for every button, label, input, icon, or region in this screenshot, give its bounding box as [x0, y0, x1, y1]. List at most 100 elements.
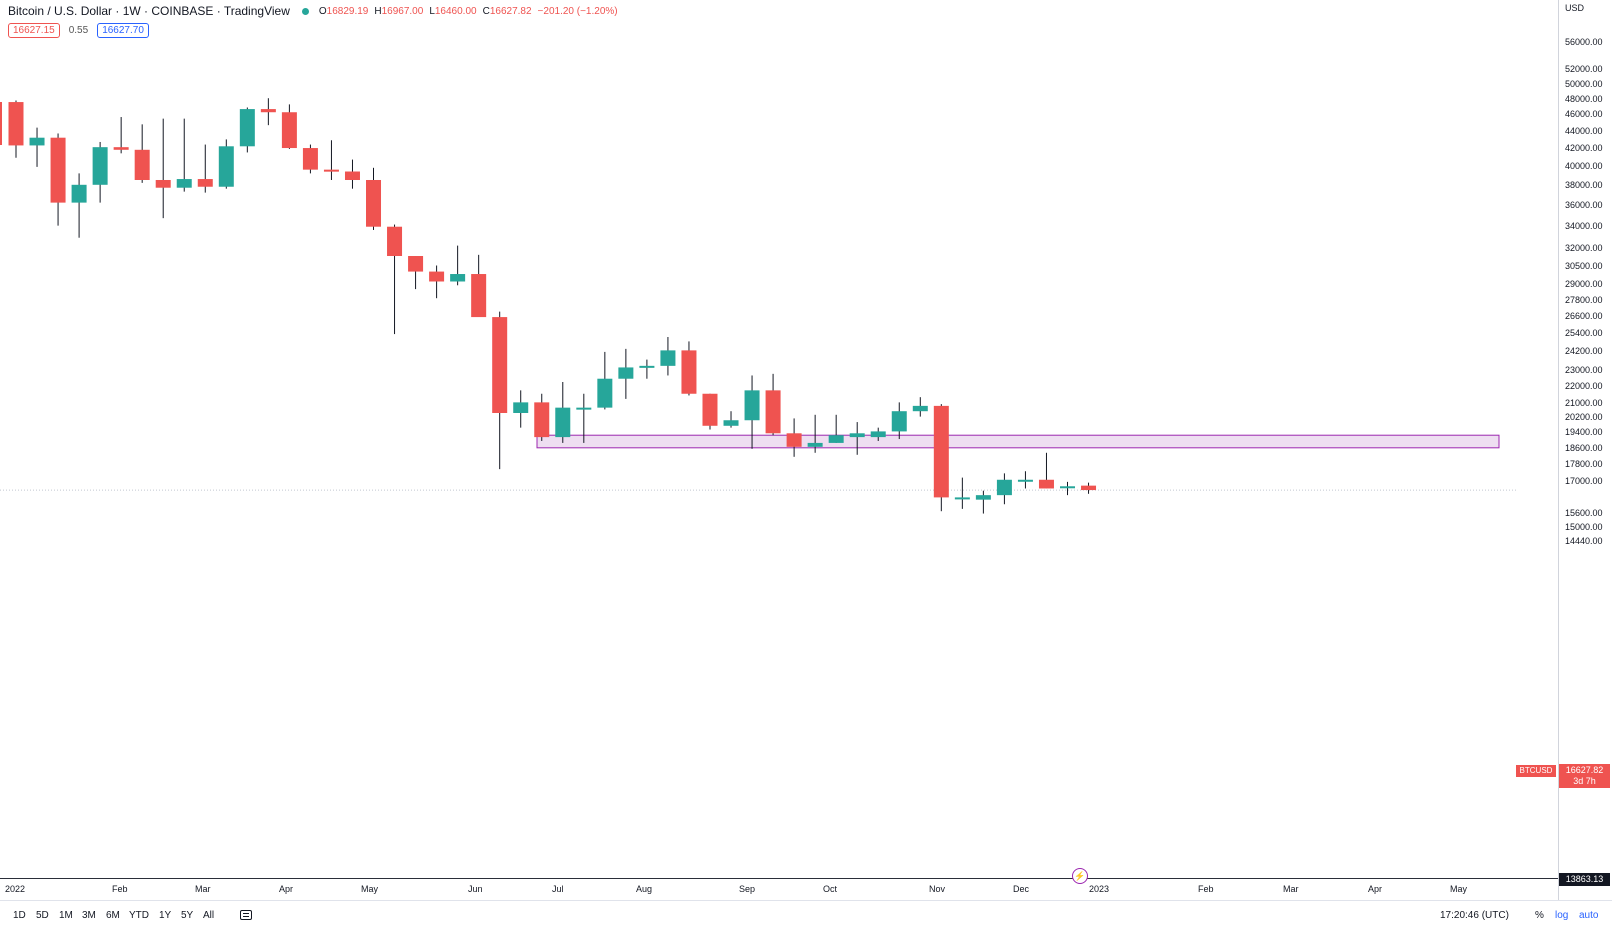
price-tick-label: 15000.00	[1565, 522, 1603, 532]
candle-body	[912, 405, 928, 412]
support-zone-rectangle[interactable]	[536, 434, 1500, 449]
candle[interactable]	[576, 393, 592, 443]
candle-body	[1017, 479, 1033, 482]
candle[interactable]	[492, 311, 508, 470]
candle[interactable]	[29, 127, 45, 167]
currency-selector[interactable]: USD	[1565, 3, 1585, 13]
candle[interactable]	[681, 341, 697, 396]
candle[interactable]	[765, 373, 781, 436]
candle-body	[618, 367, 634, 379]
candle[interactable]	[344, 159, 360, 189]
candle[interactable]	[260, 98, 276, 126]
candle[interactable]	[996, 473, 1012, 505]
range-6m-button[interactable]: 6M	[106, 910, 120, 921]
candle[interactable]	[618, 348, 634, 399]
candle[interactable]	[8, 100, 24, 158]
candle[interactable]	[429, 265, 445, 299]
price-tick-label: 48000.00	[1565, 93, 1603, 104]
candle-body	[1038, 479, 1054, 489]
utc-clock[interactable]: 17:20:46 (UTC)	[1440, 910, 1509, 921]
range-3m-button[interactable]: 3M	[82, 910, 96, 921]
symbol-title[interactable]: Bitcoin / U.S. Dollar · 1W · COINBASE · …	[8, 4, 290, 18]
percent-toggle[interactable]: %	[1535, 910, 1544, 921]
candle-body	[975, 495, 991, 500]
candle[interactable]	[723, 411, 739, 428]
candle[interactable]	[197, 144, 213, 193]
candle[interactable]	[954, 477, 970, 509]
candle[interactable]	[113, 117, 129, 154]
time-tick-label: Apr	[279, 884, 294, 894]
candle[interactable]	[513, 390, 529, 428]
candle[interactable]	[50, 133, 66, 226]
price-tick-label: 23000.00	[1565, 364, 1603, 375]
candle[interactable]	[408, 256, 424, 290]
candle[interactable]	[323, 140, 339, 180]
range-5d-button[interactable]: 5D	[36, 910, 49, 921]
candle[interactable]	[471, 254, 487, 318]
candle[interactable]	[786, 418, 802, 457]
candle-body	[492, 317, 508, 413]
candle[interactable]	[387, 224, 403, 335]
candle[interactable]	[660, 336, 676, 376]
candle[interactable]	[702, 393, 718, 430]
candle-body	[576, 407, 592, 410]
candle[interactable]	[912, 397, 928, 417]
candle-body	[155, 179, 171, 188]
last-price-badge: 16627.82 3d 7h	[1559, 764, 1610, 788]
price-tick-label: 56000.00	[1565, 37, 1603, 47]
candlestick-chart[interactable]	[0, 0, 1558, 878]
auto-toggle[interactable]: auto	[1579, 910, 1599, 921]
candle[interactable]	[134, 124, 150, 183]
lightning-icon[interactable]: ⚡	[1072, 868, 1088, 884]
candle[interactable]	[218, 139, 234, 189]
time-axis[interactable]: 2022 Feb Mar Apr May Jun Jul Aug Sep Oct Nov Dec 202…	[0, 878, 1558, 901]
candle[interactable]	[71, 173, 87, 238]
candle[interactable]	[239, 107, 255, 153]
candle[interactable]	[1038, 452, 1054, 489]
candle[interactable]	[302, 144, 318, 174]
candle[interactable]	[1017, 471, 1033, 489]
time-tick-label: Jul	[552, 884, 564, 894]
sell-price-button[interactable]: 16627.15	[8, 23, 60, 38]
candle[interactable]	[933, 404, 949, 512]
log-toggle[interactable]: log	[1555, 910, 1569, 921]
candle[interactable]	[366, 167, 382, 230]
candle[interactable]	[176, 118, 192, 192]
candle[interactable]	[891, 402, 907, 440]
candle[interactable]	[639, 359, 655, 379]
ohlc-close: C16627.82	[482, 5, 532, 17]
price-tick-label: 27800.00	[1565, 294, 1603, 305]
range-5y-button[interactable]: 5Y	[181, 910, 194, 921]
price-axis[interactable]: USD 56000.00 52000.00 50000.00 48000.00 4600…	[1558, 0, 1612, 900]
candle[interactable]	[744, 375, 760, 449]
candle[interactable]	[849, 422, 865, 455]
candle-body	[1081, 485, 1097, 491]
buy-price-button[interactable]: 16627.70	[97, 23, 149, 38]
candle[interactable]	[555, 382, 571, 443]
calendar-icon[interactable]	[240, 910, 252, 920]
price-tick-label: 34000.00	[1565, 220, 1603, 231]
candle[interactable]	[807, 414, 823, 453]
price-tick-label: 14440.00	[1565, 536, 1603, 546]
candle[interactable]	[281, 104, 297, 149]
candle-body	[92, 147, 108, 185]
candle[interactable]	[534, 393, 550, 441]
candle[interactable]	[92, 141, 108, 203]
candle[interactable]	[1081, 482, 1097, 494]
range-all-button[interactable]: All	[203, 910, 215, 921]
candle[interactable]	[450, 245, 466, 286]
candle[interactable]	[155, 118, 171, 219]
range-1m-button[interactable]: 1M	[59, 910, 73, 921]
candle[interactable]	[828, 414, 844, 443]
range-ytd-button[interactable]: YTD	[129, 910, 149, 921]
time-tick-label: Nov	[929, 884, 946, 894]
candle[interactable]	[597, 351, 613, 410]
candle-body	[344, 171, 360, 180]
range-1d-button[interactable]: 1D	[13, 910, 26, 921]
candle-body	[134, 149, 150, 180]
candle[interactable]	[975, 490, 991, 514]
candle-body	[513, 402, 529, 413]
candle[interactable]	[870, 427, 886, 441]
range-1y-button[interactable]: 1Y	[159, 910, 172, 921]
candle[interactable]	[1060, 481, 1075, 496]
